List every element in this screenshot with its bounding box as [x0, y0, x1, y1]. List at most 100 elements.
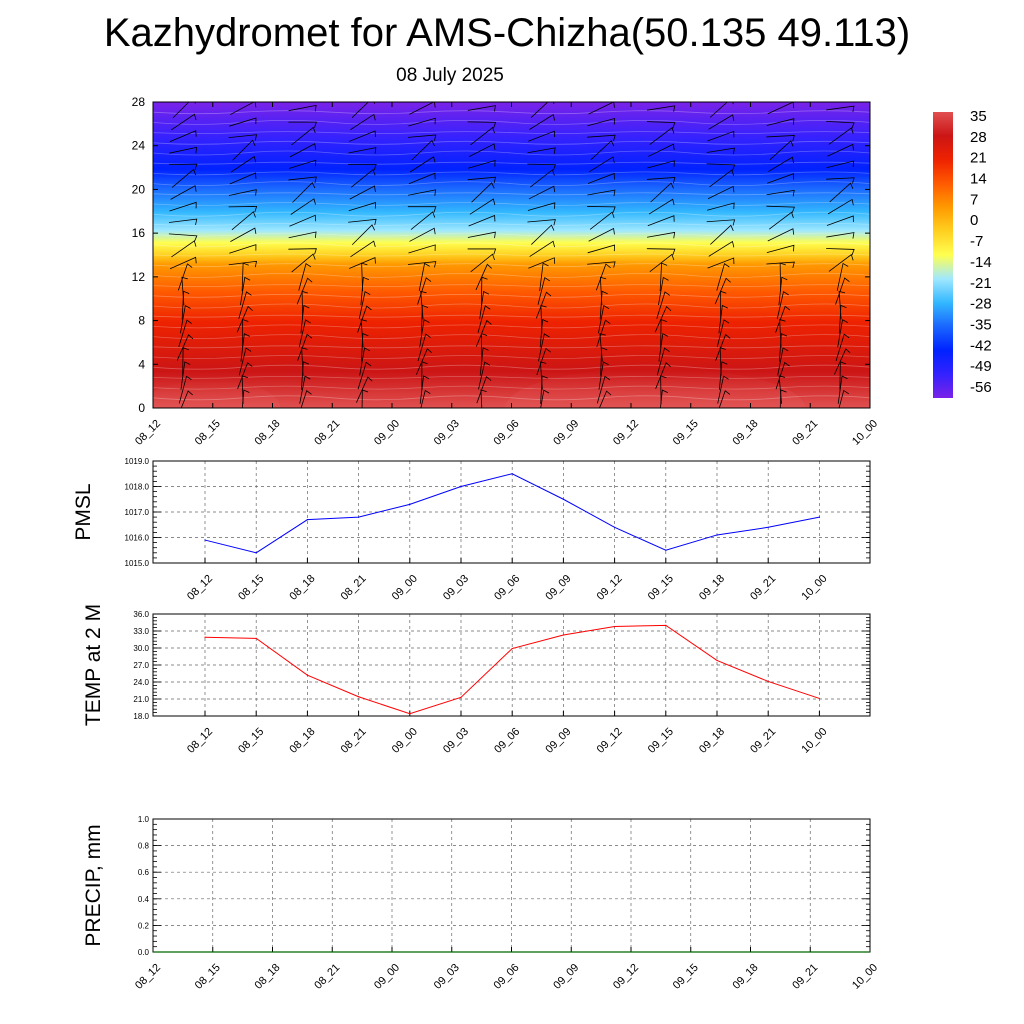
wind-barb: [540, 389, 550, 408]
wind-barb: [587, 206, 616, 213]
wind-barb: [834, 348, 851, 375]
wind-barb: [178, 319, 193, 348]
wind-barb: [767, 173, 795, 184]
wind-barb: [660, 389, 668, 408]
wind-barb: [826, 120, 855, 129]
wind-barb: [407, 134, 437, 141]
wind-barb: [230, 102, 257, 115]
y-tick-label: 0.8: [138, 842, 150, 851]
wind-barb: [360, 333, 369, 362]
wind-barb: [288, 104, 317, 112]
x-tick-label: 09_03: [432, 962, 462, 992]
wind-barb: [351, 224, 376, 246]
wind-barb: [707, 257, 735, 269]
wind-barb: [715, 333, 731, 361]
wind-barb: [649, 127, 675, 145]
wind-barb: [419, 375, 430, 404]
contour-line: [153, 345, 870, 349]
x-tick-label: 08_15: [236, 573, 266, 603]
data-point: [716, 659, 718, 662]
data-point: [204, 539, 206, 541]
wind-barb: [350, 240, 376, 258]
contour-line: [153, 355, 870, 359]
contour-line: [153, 376, 870, 379]
wind-barb: [527, 163, 556, 171]
wind-barb: [168, 163, 198, 170]
temperature-panel: 18.0 21.0 24.0 27.0 30.0 33.0 36.0 08_12 08_15 08…: [82, 604, 871, 756]
wind-barb: [300, 390, 312, 408]
x-tick-label: 09_09: [551, 418, 581, 448]
data-point: [409, 503, 411, 505]
colorbar-label: -7: [970, 233, 983, 250]
wind-barb: [475, 263, 492, 291]
colorbar-bar: [933, 112, 953, 398]
data-point: [818, 516, 821, 518]
wind-barb: [839, 361, 847, 390]
data-point: [511, 473, 513, 475]
wind-barb: [407, 261, 437, 268]
x-tick-label: 10_00: [850, 418, 880, 448]
colorbar-label: 21: [970, 150, 987, 167]
wind-barb: [348, 147, 377, 154]
wind-barb: [716, 319, 730, 348]
wind-barb: [529, 240, 555, 257]
x-tick-label: 09_12: [595, 726, 625, 756]
contour-line: [153, 161, 870, 165]
x-tick-label: 09_03: [432, 418, 462, 448]
wind-barb: [291, 253, 316, 273]
contour-line: [153, 120, 870, 125]
wind-barb: [828, 127, 854, 145]
wind-barb: [181, 290, 190, 320]
y-tick-label: 0.2: [138, 921, 150, 930]
data-point: [255, 637, 257, 639]
x-tick-label: 09_15: [671, 962, 701, 992]
colorbar-label: -28: [970, 296, 992, 313]
wind-barb: [177, 263, 193, 291]
wind-barb: [719, 361, 728, 390]
wind-barb: [826, 105, 855, 113]
wind-barb: [766, 118, 795, 126]
panel-frame: [152, 613, 871, 717]
wind-barb: [527, 202, 556, 211]
wind-barb: [420, 304, 429, 334]
wind-barb: [420, 389, 431, 408]
y-tick-label: 0.0: [138, 948, 150, 957]
x-tick-label: 08_15: [236, 726, 266, 756]
wind-barb: [180, 305, 191, 334]
contour-line: [153, 181, 870, 186]
wind-barb: [236, 305, 253, 333]
heatmap-field: [153, 102, 870, 408]
x-tick-label: 09_21: [790, 418, 820, 448]
wind-barb: [357, 361, 372, 390]
contour-lines: [153, 110, 870, 401]
wind-barb: [706, 202, 735, 211]
wind-barb: [298, 262, 312, 291]
y-tick-label: 28: [132, 95, 146, 109]
warm-pool: [153, 380, 281, 408]
wind-barb: [656, 291, 671, 319]
wind-barb: [348, 218, 377, 226]
x-tick-label: 09_12: [595, 573, 625, 603]
y-tick-label: 1018.0: [125, 483, 150, 492]
y-tick-label: 12: [132, 270, 146, 284]
wind-barb: [351, 102, 376, 119]
wind-barb: [779, 262, 786, 292]
wind-barb: [646, 177, 676, 184]
wind-barb: [527, 219, 556, 226]
wind-barb: [242, 318, 249, 348]
contour-line: [153, 140, 870, 145]
wind-barb: [230, 155, 257, 173]
wind-barb: [660, 375, 667, 404]
wind-barb: [169, 201, 197, 212]
wind-barb: [836, 262, 849, 291]
wind-barb: [407, 206, 437, 213]
wind-barb: [360, 276, 369, 306]
wind-barb: [169, 146, 198, 154]
wind-barb: [779, 319, 786, 348]
wind-barb: [838, 304, 847, 334]
y-tick-label: 21.0: [133, 695, 149, 704]
data-point: [409, 713, 411, 715]
wind-barb: [297, 333, 313, 361]
x-tick-label: 08_15: [193, 418, 223, 448]
wind-barb: [478, 361, 491, 390]
